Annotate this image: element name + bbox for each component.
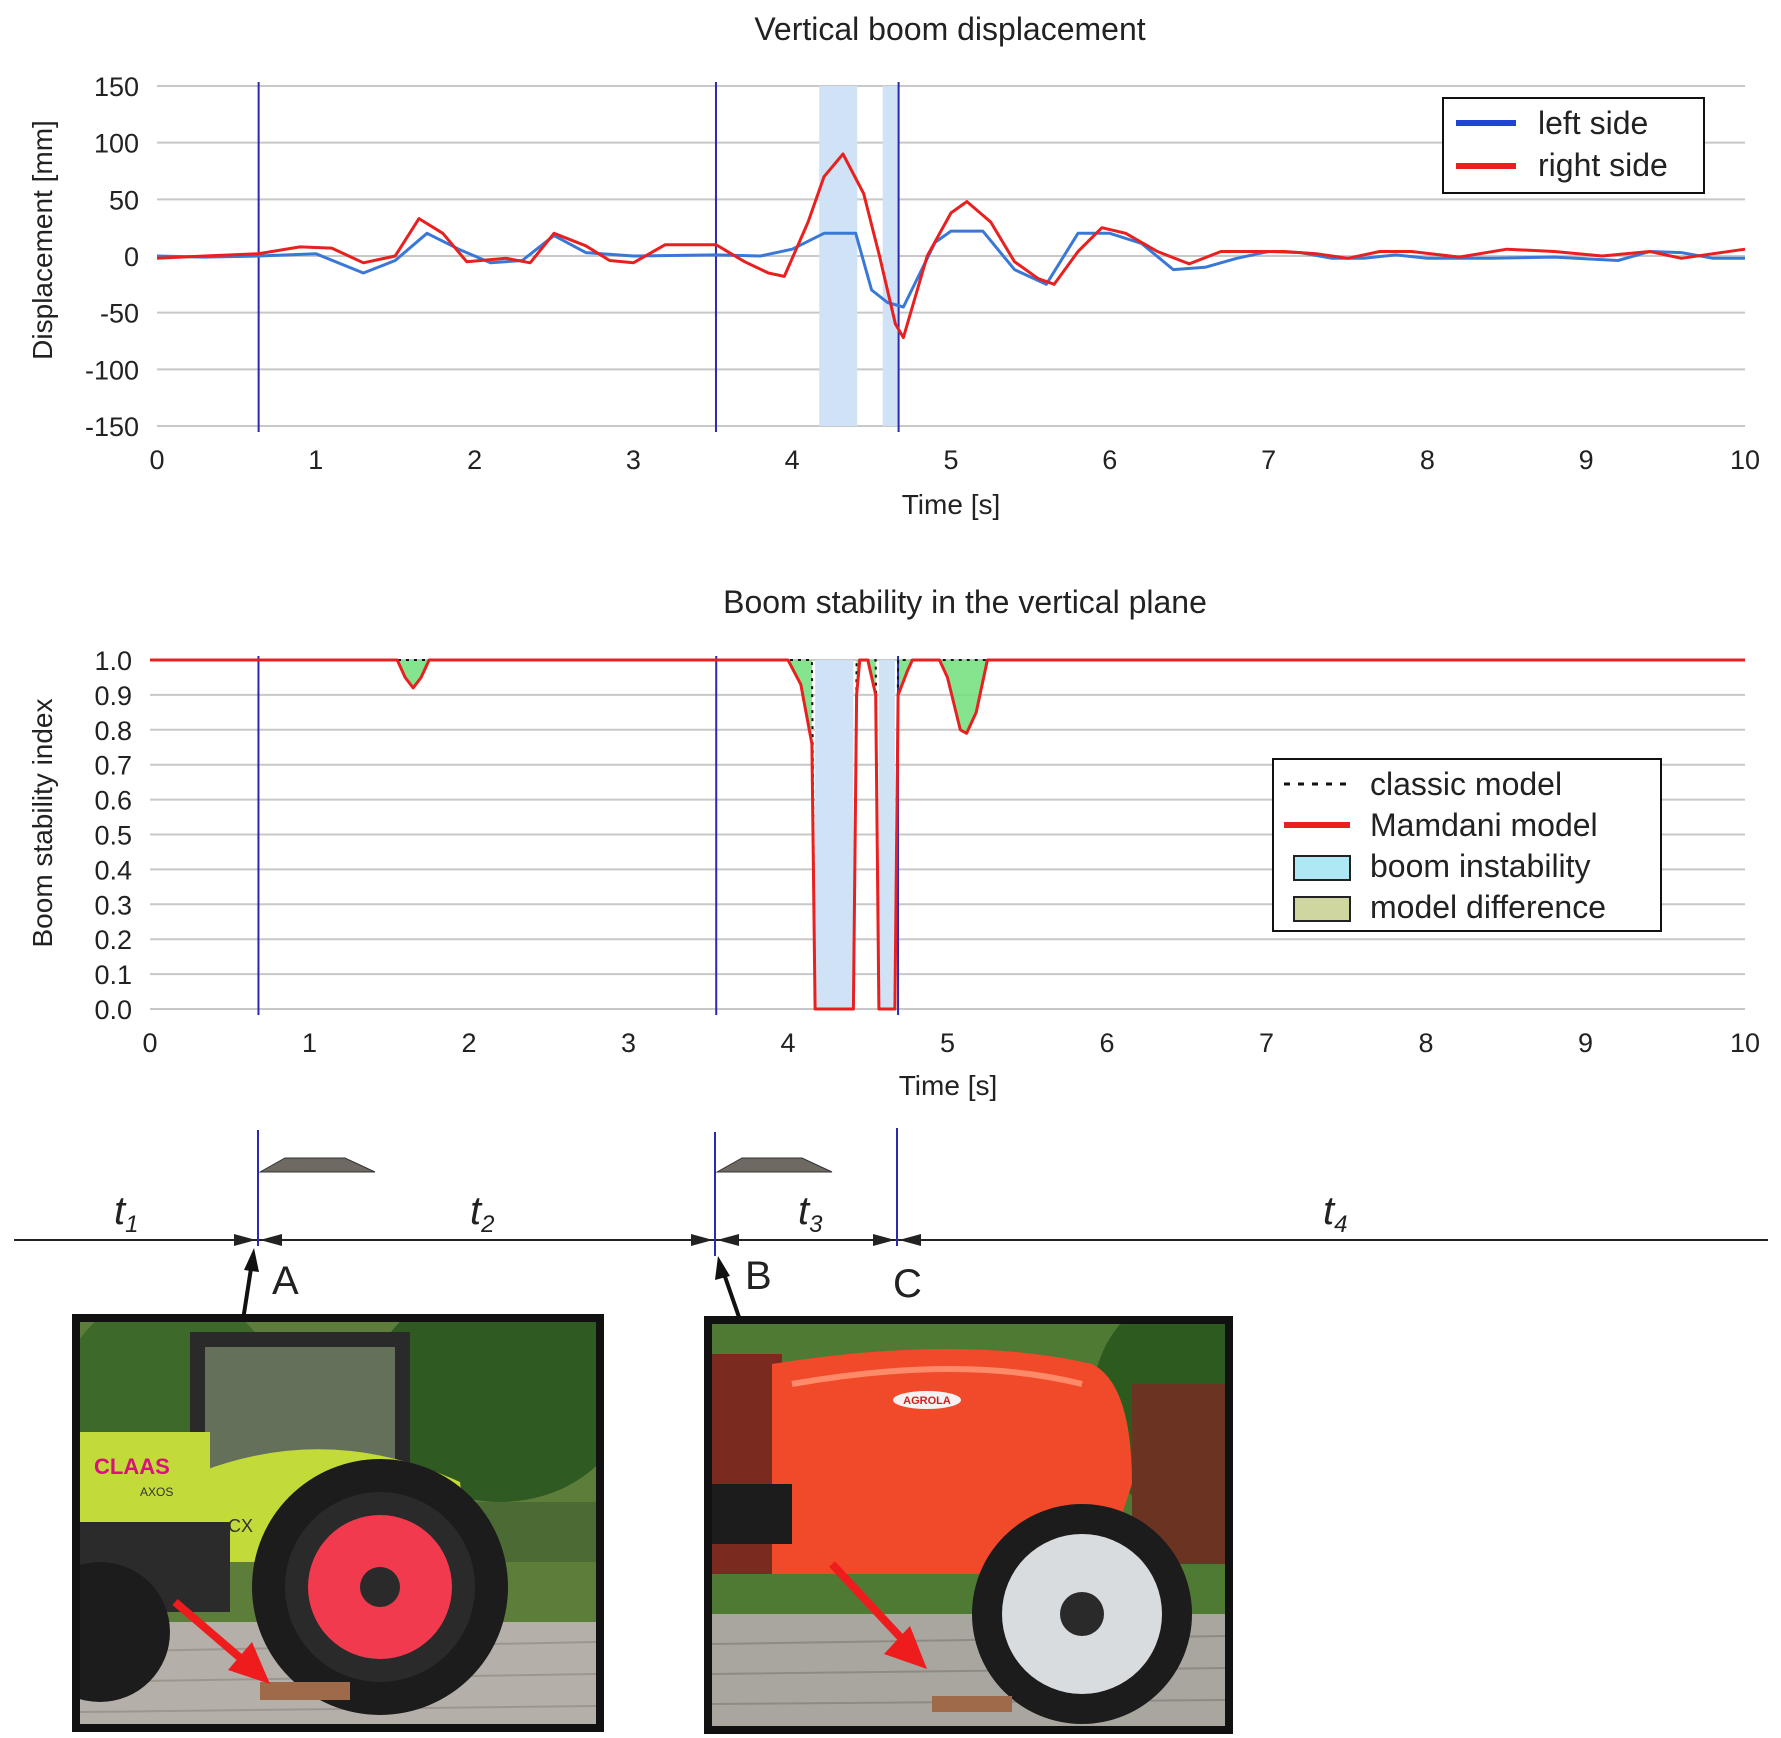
photo-a-model: AXOS: [140, 1485, 173, 1499]
x-tick-label: 0: [142, 1028, 157, 1058]
x-tick-label: 7: [1261, 445, 1276, 475]
photo-a-logo: CLAAS: [94, 1454, 170, 1479]
model-difference-area: [939, 660, 988, 734]
arrowhead-t2-left: [260, 1234, 282, 1246]
marker-b: B: [745, 1254, 772, 1298]
photo-a-arrowhead: [228, 1642, 270, 1684]
pointer-a-head: [244, 1248, 259, 1272]
y-tick-label: 0.2: [94, 925, 132, 955]
x-tick-label: 5: [943, 445, 958, 475]
x-tick-label: 1: [308, 445, 323, 475]
legend-left-side-label: left side: [1538, 105, 1648, 141]
obstacle-ramp-a: [258, 1157, 376, 1173]
legend-classic-model-label: classic model: [1370, 766, 1562, 802]
arrowhead-t2-right: [691, 1234, 713, 1246]
photo-a-arrow: [172, 1598, 248, 1666]
chart2-title: Boom stability in the vertical plane: [723, 584, 1207, 620]
chart1-ylabel: Displacement [mm]: [27, 120, 58, 360]
segment-t4: t4: [1323, 1189, 1347, 1238]
x-tick-label: 9: [1578, 1028, 1593, 1058]
x-tick-label: 8: [1418, 1028, 1433, 1058]
x-tick-label: 6: [1102, 445, 1117, 475]
x-tick-label: 6: [1099, 1028, 1114, 1058]
photo-tractor: CLAAS AXOS CX: [72, 1314, 604, 1732]
segment-t1: t1: [114, 1189, 138, 1238]
x-tick-label: 2: [461, 1028, 476, 1058]
x-tick-label: 10: [1730, 1028, 1760, 1058]
photo-b-arrowhead: [884, 1626, 927, 1669]
stability-chart: Boom stability in the vertical plane Boo…: [27, 584, 1760, 1101]
y-tick-label: -100: [85, 355, 139, 385]
arrowhead-t4-left: [899, 1234, 921, 1246]
model-difference-area: [788, 660, 812, 744]
model-difference-area: [397, 660, 430, 688]
legend-model-difference-swatch: [1293, 896, 1351, 922]
instability-region: [882, 86, 899, 426]
x-tick-label: 3: [626, 445, 641, 475]
x-tick-label: 1: [302, 1028, 317, 1058]
x-tick-label: 8: [1420, 445, 1435, 475]
x-tick-label: 0: [149, 445, 164, 475]
x-tick-label: 10: [1730, 445, 1760, 475]
arrowhead-t3-left: [717, 1234, 739, 1246]
y-tick-label: 0.8: [94, 716, 132, 746]
x-tick-label: 9: [1579, 445, 1594, 475]
pointer-a: [241, 1261, 254, 1320]
instability-region: [878, 660, 895, 1009]
y-tick-label: 0.4: [94, 855, 132, 885]
x-tick-label: 5: [940, 1028, 955, 1058]
y-tick-label: 0.7: [94, 751, 132, 781]
y-tick-label: 0.1: [94, 960, 132, 990]
x-tick-label: 4: [780, 1028, 795, 1058]
segment-t2: t2: [470, 1189, 494, 1238]
y-tick-label: 0: [124, 242, 139, 272]
marker-c: C: [893, 1262, 922, 1306]
legend-model-difference-label: model difference: [1370, 889, 1606, 925]
x-tick-label: 4: [785, 445, 800, 475]
photo-sprayer: AGROLA: [704, 1316, 1233, 1734]
instability-region: [819, 86, 858, 426]
legend-right-side-label: right side: [1538, 147, 1668, 183]
timeline: t1 t2 t3 t4 A B C: [14, 1128, 1768, 1320]
displacement-chart: Vertical boom displacement Displacement …: [27, 11, 1760, 520]
y-tick-label: 0.6: [94, 786, 132, 816]
instability-region: [815, 660, 854, 1009]
x-tick-label: 2: [467, 445, 482, 475]
legend-boom-instability-label: boom instability: [1370, 848, 1591, 884]
y-tick-label: 0.9: [94, 681, 132, 711]
legend-mamdani-model-label: Mamdani model: [1370, 807, 1598, 843]
chart2-xlabel: Time [s]: [899, 1070, 998, 1101]
segment-t3: t3: [798, 1189, 823, 1238]
chart2-legend: classic model Mamdani model boom instabi…: [1272, 758, 1662, 932]
series-left-side: [156, 229, 1745, 309]
chart2-ylabel: Boom stability index: [27, 698, 58, 947]
y-tick-label: 1.0: [94, 646, 132, 676]
chart1-legend: left side right side: [1442, 97, 1705, 194]
y-tick-label: 50: [109, 185, 139, 215]
y-tick-label: 0.0: [94, 995, 132, 1025]
obstacle-ramp-b: [715, 1157, 833, 1173]
x-tick-label: 3: [621, 1028, 636, 1058]
series-right-side: [156, 152, 1746, 340]
y-tick-label: 100: [94, 129, 139, 159]
pointer-b-head: [715, 1256, 730, 1280]
arrowhead-t3-right: [873, 1234, 895, 1246]
model-difference-area: [898, 660, 913, 695]
series-mamdani-model: [150, 658, 1745, 1011]
chart1-xlabel: Time [s]: [902, 489, 1001, 520]
photo-b-logo: AGROLA: [903, 1395, 951, 1407]
x-tick-label: 7: [1259, 1028, 1274, 1058]
marker-a: A: [272, 1259, 299, 1303]
photo-a-badge: CX: [228, 1516, 253, 1536]
chart1-title: Vertical boom displacement: [754, 11, 1145, 47]
legend-boom-instability-swatch: [1293, 855, 1351, 881]
y-tick-label: 0.3: [94, 890, 132, 920]
y-tick-label: -150: [85, 412, 139, 442]
y-tick-label: 0.5: [94, 821, 132, 851]
y-tick-label: 150: [94, 72, 139, 102]
photo-b-arrow: [829, 1561, 905, 1642]
y-tick-label: -50: [100, 299, 139, 329]
arrowhead-t1-right: [234, 1234, 256, 1246]
